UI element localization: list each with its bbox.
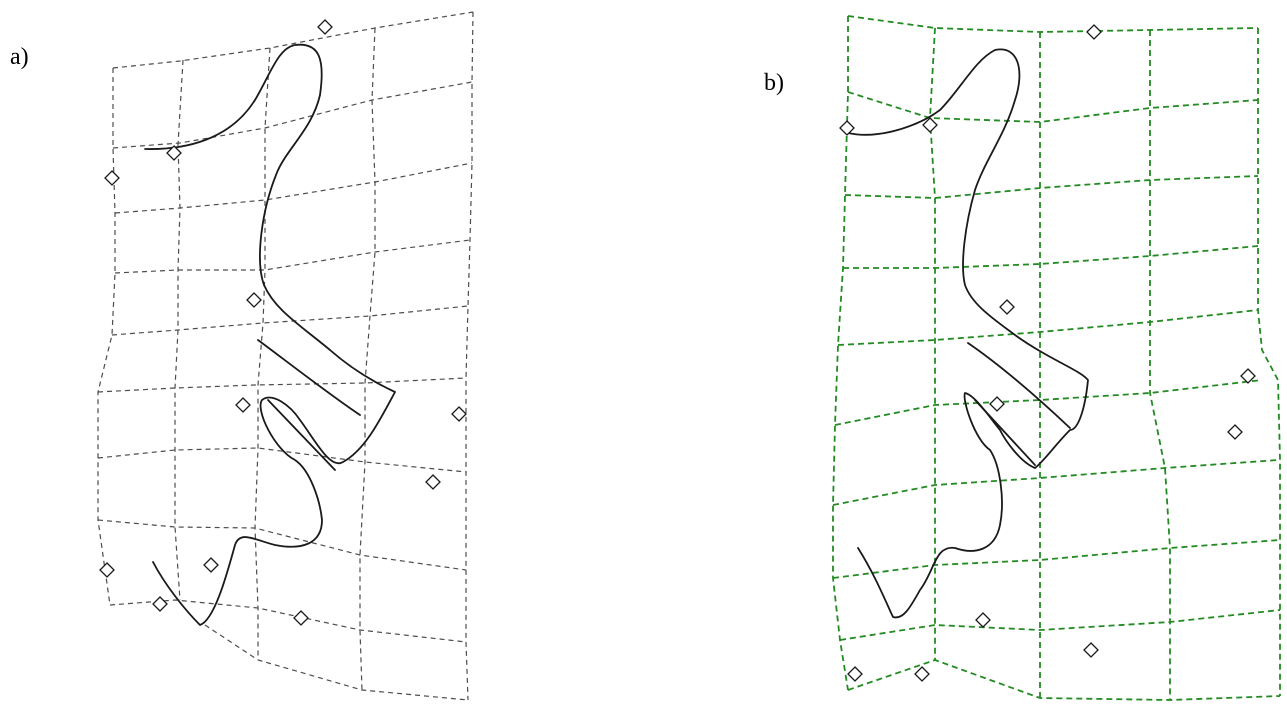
panel-a-markers <box>99 19 467 626</box>
panel-a-grid-column <box>465 11 474 701</box>
panel-a-grid-column <box>254 47 271 660</box>
panel-a-marker <box>246 292 262 308</box>
panel-a-marker <box>317 19 333 35</box>
panel-b-grid-row <box>844 175 1259 199</box>
panel-b-grid-row <box>843 245 1259 269</box>
panel-b-grid-row <box>839 609 1281 641</box>
panel-a-grid-row <box>97 447 467 473</box>
panel-a-grid-column <box>174 59 184 601</box>
panel-b-marker <box>847 666 863 682</box>
panel-b-marker <box>1240 368 1256 384</box>
panel-a-marker <box>166 145 182 161</box>
panel-b-marker <box>922 117 938 133</box>
panel-a-marker <box>293 610 309 626</box>
panel-a-curve-segment <box>257 339 361 416</box>
panel-a <box>97 11 474 701</box>
panel-a-marker <box>425 474 441 490</box>
panel-b-marker <box>1227 424 1243 440</box>
panel-b-grid-row <box>847 659 1281 701</box>
panel-b-grid-row <box>837 309 1259 346</box>
panel-b-marker <box>1086 24 1102 40</box>
panel-a-grid-row <box>114 239 471 274</box>
panel-a-grid-row <box>111 305 469 336</box>
panel-a-marker <box>152 596 168 612</box>
panel-a-curve <box>144 43 396 626</box>
panel-a-grid-column <box>97 68 116 606</box>
panel-b-grid <box>832 15 1281 701</box>
panel-a-grid-row <box>204 624 469 701</box>
panel-b-marker <box>975 612 991 628</box>
panel-a-marker <box>203 557 219 573</box>
panel-b-label: b) <box>764 70 784 96</box>
panel-b-grid-column <box>1149 30 1171 700</box>
panel-b-grid-column <box>929 27 936 660</box>
panel-a-grid-row <box>112 11 474 69</box>
panel-b-marker <box>989 396 1005 412</box>
panel-a-label: a) <box>10 44 29 70</box>
panel-b-markers <box>839 24 1256 682</box>
panel-a-grid-row <box>114 162 473 214</box>
panel-b-grid-row <box>834 379 1263 426</box>
panel-b-marker <box>1083 642 1099 658</box>
panel-b-curve-segment <box>967 342 1071 429</box>
panel-b-marker <box>914 666 930 682</box>
panel-a-marker <box>104 170 120 186</box>
panel-b-curve <box>847 48 1089 619</box>
panel-b-marker <box>839 120 855 136</box>
panel-b-curve-segment <box>974 399 1036 466</box>
panel-b-grid-row <box>832 459 1279 506</box>
panel-b-grid-column <box>1257 28 1281 696</box>
panel-a-curve-segment <box>267 399 336 471</box>
panel-b-grid-row <box>847 91 1259 123</box>
panel-b-grid-row <box>847 15 1259 33</box>
panel-b-marker <box>999 299 1015 315</box>
panel-b-grid-column <box>832 16 849 691</box>
panel-a-marker <box>235 397 251 413</box>
panel-a-grid-row <box>112 81 473 149</box>
panel-a-marker <box>99 562 115 578</box>
panel-b-grid-row <box>832 539 1281 579</box>
panel-a-grid-column <box>359 27 376 691</box>
panel-a-marker <box>451 406 467 422</box>
panel-a-grid <box>97 11 474 701</box>
panel-a-grid-row <box>97 377 467 393</box>
panel-b <box>832 15 1281 701</box>
